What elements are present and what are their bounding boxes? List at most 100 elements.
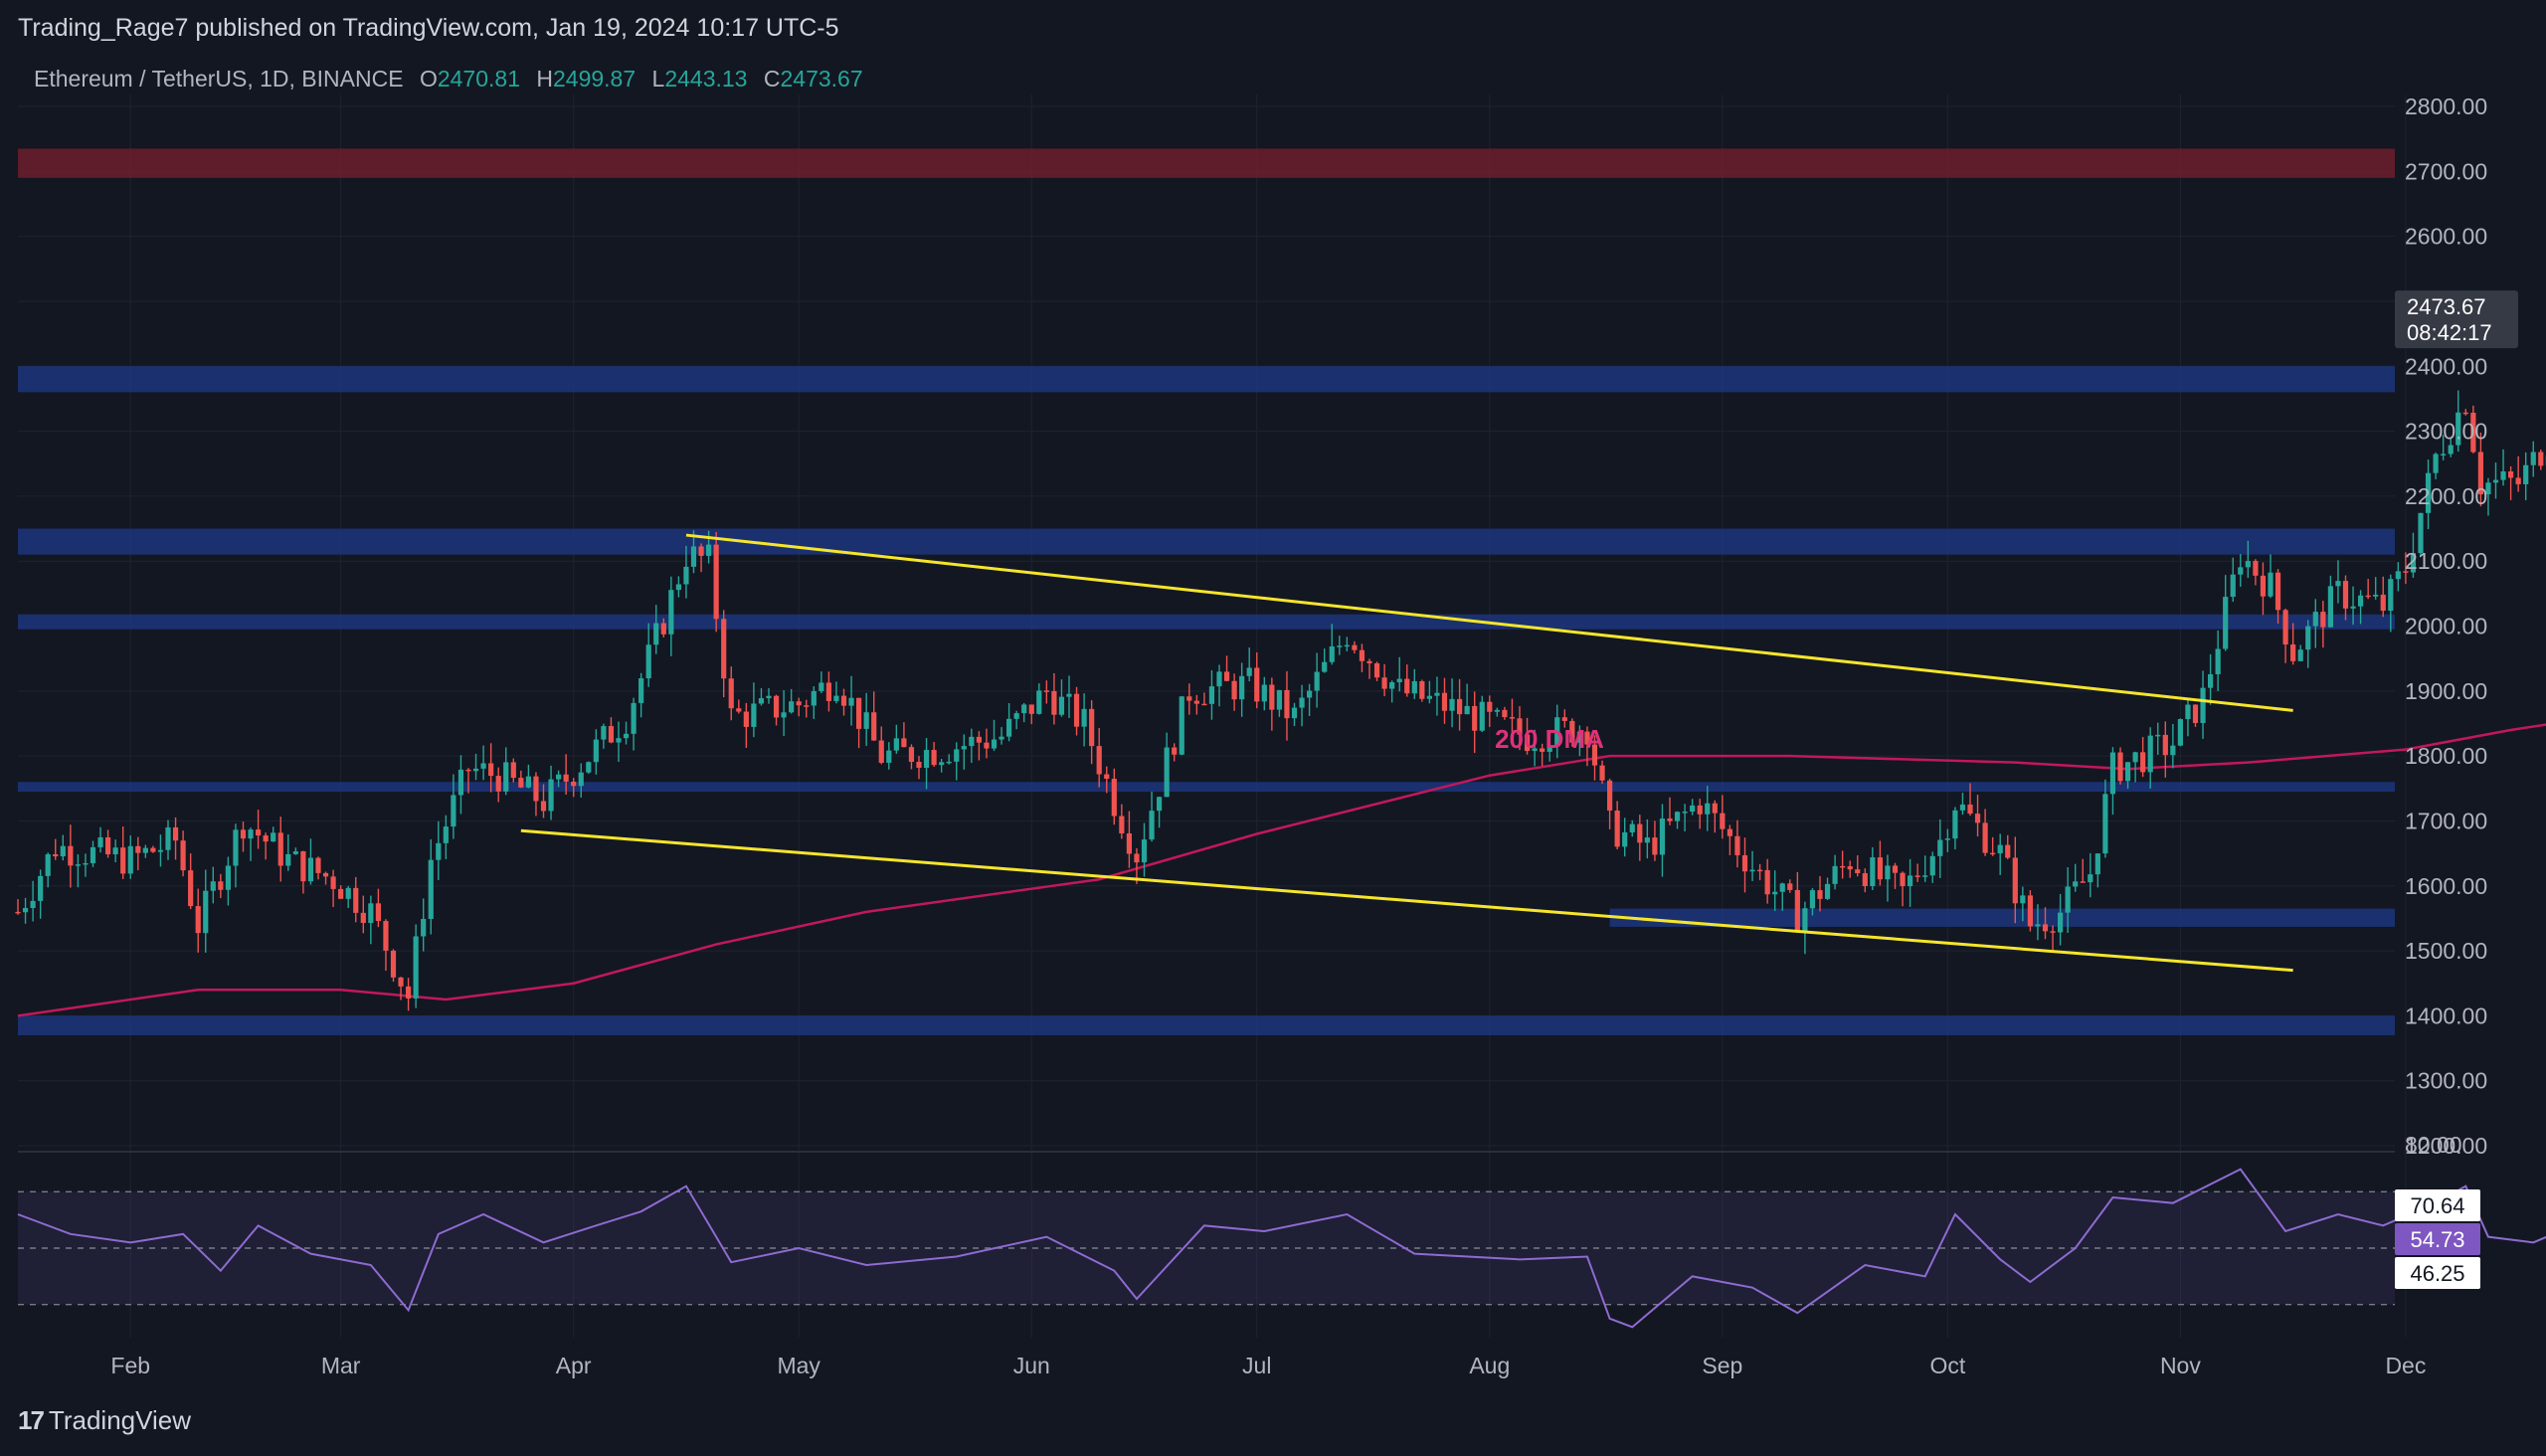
candle-body — [1982, 822, 1988, 853]
candle — [1877, 840, 1883, 886]
candle-body — [601, 726, 607, 740]
candle-body — [2335, 581, 2341, 587]
candle-body — [1104, 774, 1110, 780]
symbol-name[interactable]: Ethereum / TetherUS, 1D, BINANCE — [34, 66, 404, 91]
time-tick-label: Mar — [321, 1353, 361, 1378]
time-axis[interactable]: FebMarAprMayJunJulAugSepOctNovDec2024Feb — [110, 1353, 2546, 1378]
candle — [2282, 608, 2288, 663]
candle-body — [946, 761, 952, 764]
price-axis[interactable]: 2800.00 2700.00 2600.00 2500.00 2400.00 2300.… — [2395, 93, 2518, 1159]
candle — [2410, 532, 2417, 578]
candle-body — [690, 546, 697, 567]
candle — [923, 737, 930, 790]
candle — [60, 834, 66, 861]
candle-body — [68, 845, 74, 866]
candle-body — [2290, 644, 2296, 661]
candle — [2162, 721, 2168, 778]
candle-body — [60, 845, 66, 857]
candle — [871, 691, 877, 741]
candle-body — [1914, 875, 1920, 877]
dma-200-path — [17, 723, 2546, 1017]
candle — [307, 838, 314, 885]
candle-body — [653, 623, 659, 645]
candle-body — [503, 762, 509, 792]
candle — [421, 898, 427, 952]
candle-body — [2027, 895, 2033, 927]
candle-body — [1532, 748, 1538, 752]
candle-body — [706, 544, 712, 556]
candle — [330, 869, 336, 907]
candle — [2058, 893, 2064, 946]
candle — [233, 823, 239, 888]
candle-body — [480, 763, 486, 769]
candle-body — [773, 695, 780, 718]
candle — [1119, 804, 1125, 839]
candle-body — [1487, 701, 1493, 712]
candle — [413, 924, 419, 1008]
candle-body — [495, 776, 501, 792]
candle-body — [2124, 762, 2131, 782]
price-tick-label: 1900.00 — [2405, 678, 2487, 704]
candle-body — [999, 736, 1004, 740]
candle-body — [916, 762, 922, 768]
candle-body — [2245, 561, 2251, 568]
candle-body — [1870, 857, 1876, 886]
candle-body — [833, 695, 839, 701]
candle-body — [2223, 597, 2229, 649]
candle-body — [2305, 626, 2311, 650]
candle — [360, 895, 366, 934]
candle-body — [1599, 765, 1605, 781]
candle-body — [1066, 693, 1072, 697]
candle — [1517, 706, 1523, 751]
candle-body — [1337, 645, 1343, 647]
candle-body — [2342, 581, 2349, 609]
candle-body — [1734, 835, 1740, 855]
candle — [1149, 791, 1155, 842]
candle-body — [638, 678, 644, 703]
candle-body — [1352, 644, 1358, 650]
candle-body — [1089, 708, 1095, 747]
candle-body — [1193, 700, 1199, 704]
candle-body — [1457, 698, 1463, 715]
candle — [75, 853, 81, 888]
candle-body — [1073, 693, 1080, 727]
candle — [1021, 702, 1027, 723]
candle-body — [218, 881, 224, 890]
candle-body — [2147, 735, 2153, 773]
candle-body — [195, 906, 201, 934]
candle — [495, 767, 501, 803]
candle — [1126, 811, 1132, 868]
trendline-upper — [685, 533, 2293, 712]
price-tick-label: 1400.00 — [2405, 1002, 2487, 1028]
tradingview-brand[interactable]: 17 TradingView — [18, 1405, 191, 1436]
candle-body — [142, 847, 148, 853]
candle — [1855, 854, 1861, 877]
candle — [1554, 704, 1560, 759]
candle-body — [1757, 869, 1763, 872]
candle-body — [518, 778, 524, 788]
candle — [645, 623, 651, 687]
time-tick-label: May — [777, 1353, 820, 1378]
candle — [2327, 575, 2333, 629]
rsi-value-badge — [2395, 1189, 2480, 1221]
candle-body — [2208, 673, 2214, 688]
candle-body — [608, 726, 615, 743]
candle — [1674, 811, 1681, 829]
high-value: 2499.87 — [553, 66, 636, 91]
candle — [840, 688, 847, 716]
support-zone — [18, 1015, 2395, 1035]
candle-body — [2358, 595, 2364, 607]
candle — [2230, 557, 2236, 603]
candle-body — [457, 769, 464, 796]
candle — [2238, 554, 2244, 587]
candle — [1944, 828, 1950, 852]
candle — [38, 869, 44, 919]
bar-countdown: 08:42:17 — [2407, 320, 2492, 345]
candle — [2455, 390, 2461, 453]
candle — [2418, 512, 2424, 557]
candle — [1223, 655, 1230, 682]
candle-body — [1524, 734, 1531, 752]
candle — [2477, 432, 2483, 507]
candle-body — [2238, 567, 2244, 575]
